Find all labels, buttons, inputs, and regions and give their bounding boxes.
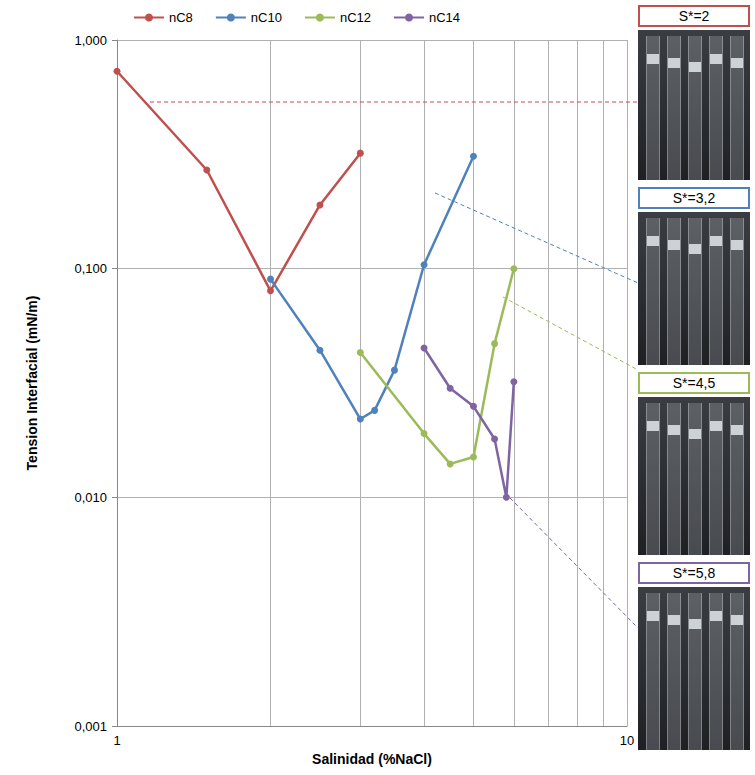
svg-text:nC12: nC12 (340, 10, 371, 25)
svg-text:nC14: nC14 (429, 10, 460, 25)
svg-text:1: 1 (113, 733, 120, 748)
html-text:S*=3,2: S*=3,2 (672, 190, 716, 206)
svg-text:nC10: nC10 (251, 10, 282, 25)
svg-text:10: 10 (620, 733, 634, 748)
svg-text:Salinidad (%NaCl): Salinidad (%NaCl) (312, 751, 432, 767)
html-text:S*=2: S*=2 (678, 8, 710, 24)
svg-text:0,100: 0,100 (74, 261, 107, 276)
svg-text:Tension Interfacial (mN/m): Tension Interfacial (mN/m) (24, 296, 40, 471)
html-text:S*=4,5: S*=4,5 (672, 375, 716, 391)
svg-text:1,000: 1,000 (74, 33, 107, 48)
svg-text:0,010: 0,010 (74, 490, 107, 505)
html-text:S*=5,8: S*=5,8 (672, 565, 716, 581)
svg-text:0,001: 0,001 (74, 719, 107, 734)
svg-text:nC8: nC8 (169, 10, 193, 25)
